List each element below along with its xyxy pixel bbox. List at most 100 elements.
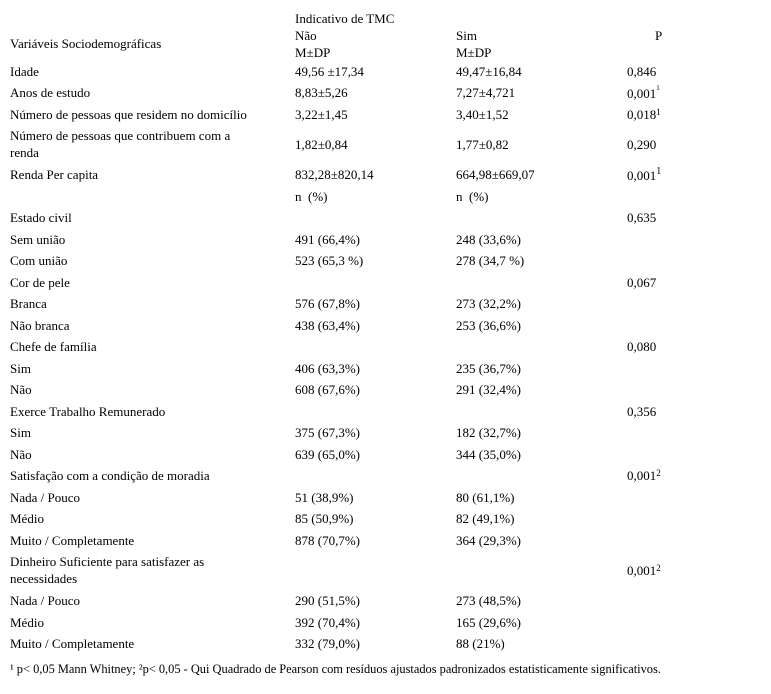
row-label-text: Nada / Pouco [10,489,81,505]
value-sim [456,552,627,591]
row-label: Nada / Pouco [10,487,295,509]
row-label-text: Estado civil [10,210,72,226]
row-label-text: Médio [10,511,44,527]
p-value: 0,0181 [627,106,661,122]
value-sim: 248 (33,6%) [456,231,521,247]
subheader-sim: M±DP [456,44,492,60]
value-sim: 182 (32,7%) [456,425,521,441]
subheader-row: M±DP M±DP [10,44,763,61]
value-sim [456,272,627,294]
value-nao: 8,83±5,26 [295,85,348,101]
table-footnote: ¹ p< 0,05 Mann Whitney; ²p< 0,05 - Qui Q… [10,662,661,676]
sociodemographic-table: Indicativo de TMC Variáveis Sociodemográ… [10,10,763,655]
p-value: 0,080 [627,339,657,355]
table-body: Idade 49,56 ±17,34 49,47±16,84 0,846 Anos de… [10,61,763,655]
value-nao: 49,56 ±17,34 [295,63,364,79]
value-nao [295,337,456,359]
value-sim: 88 (21%) [456,636,505,652]
row-label-text: Anos de estudo [10,85,91,101]
p-value [627,634,763,656]
row-label: Com união [10,251,295,273]
value-sim [456,466,627,488]
value-nao [295,552,456,591]
value-sim [456,337,627,359]
value-sim: 80 (61,1%) [456,489,515,505]
row-label: Médio [10,509,295,531]
row-label: Chefe de família [10,337,295,359]
value-sim [456,208,627,230]
span-header-row: Indicativo de TMC [10,10,763,27]
p-value: 0,635 [627,210,657,226]
table-row: Sim 406 (63,3%) 235 (36,7%) [10,358,763,380]
p-value: 0,067 [627,274,657,290]
row-label: Satisfação com a condição de moradia [10,466,295,488]
value-nao: 491 (66,4%) [295,231,360,247]
p-value [627,591,763,613]
p-value [627,186,763,208]
row-label-text: Chefe de família [10,339,97,355]
row-label: Não [10,444,295,466]
row-label: Médio [10,612,295,634]
row-label [10,186,295,208]
document-page: Indicativo de TMC Variáveis Sociodemográ… [10,10,763,677]
row-label: Sim [10,423,295,445]
p-value: 0,290 [627,137,657,152]
row-label: Número de pessoas que residem no domicíl… [10,104,295,126]
table-row: Satisfação com a condição de moradia 0,00… [10,466,763,488]
value-sim: 291 (32,4%) [456,382,521,398]
value-nao [295,208,456,230]
row-label: Cor de pele [10,272,295,294]
value-sim: 344 (35,0%) [456,446,521,462]
table-row: Cor de pele 0,067 [10,272,763,294]
value-nao: 290 (51,5%) [295,593,360,609]
row-label-text: Idade [10,63,39,79]
p-value [627,487,763,509]
row-label: Estado civil [10,208,295,230]
row-label: Exerce Trabalho Remunerado [10,401,295,423]
p-value [627,380,763,402]
table-row: Chefe de família 0,080 [10,337,763,359]
p-superscript: 2 [656,563,661,573]
p-value: 0,0011 [627,83,660,101]
value-sim: 1,77±0,82 [456,137,509,152]
value-nao: 608 (67,6%) [295,382,360,398]
row-label-text: Nada / Pouco [10,593,81,609]
row-label-text: Número de pessoas que residem no domicíl… [10,106,247,122]
table-row: Com união 523 (65,3 %) 278 (34,7 %) [10,251,763,273]
table-header: Indicativo de TMC Variáveis Sociodemográ… [10,10,763,61]
table-row: Médio 392 (70,4%) 165 (29,6%) [10,612,763,634]
row-label-text: Satisfação com a condição de moradia [10,468,210,484]
p-superscript: 1 [656,83,660,92]
p-value: 0,846 [627,63,657,79]
table-row: Exerce Trabalho Remunerado 0,356 [10,401,763,423]
value-nao: 523 (65,3 %) [295,253,364,269]
value-nao: n (%) [295,188,328,204]
value-sim: 253 (36,6%) [456,317,521,333]
row-label-text: Sim [10,360,31,376]
row-label-text: Não branca [10,317,70,333]
value-nao [295,272,456,294]
row-label-text: Com união [10,253,68,269]
p-value [627,251,763,273]
table-row: Muito / Completamente 878 (70,7%) 364 (29,… [10,530,763,552]
stub-header: Variáveis Sociodemográficas [10,36,162,51]
span-header: Indicativo de TMC [295,10,395,26]
table-row: Estado civil 0,635 [10,208,763,230]
p-value [627,530,763,552]
table-row: Não branca 438 (63,4%) 253 (36,6%) [10,315,763,337]
value-sim: 664,98±669,07 [456,167,535,183]
table-row: Branca 576 (67,8%) 273 (32,2%) [10,294,763,316]
p-value [627,444,763,466]
subheader-nao: M±DP [295,44,331,60]
value-sim: 364 (29,3%) [456,532,521,548]
value-sim: 49,47±16,84 [456,63,522,79]
row-label-text: Cor de pele [10,274,70,290]
row-label: Nada / Pouco [10,591,295,613]
row-label: Renda Per capita [10,165,295,187]
p-value [627,509,763,531]
table-row: Nada / Pouco 290 (51,5%) 273 (48,5%) [10,591,763,613]
table-row: Médio 85 (50,9%) 82 (49,1%) [10,509,763,531]
value-sim: 273 (48,5%) [456,593,521,609]
row-label: Sem união [10,229,295,251]
row-label-text: Renda Per capita [10,167,99,183]
